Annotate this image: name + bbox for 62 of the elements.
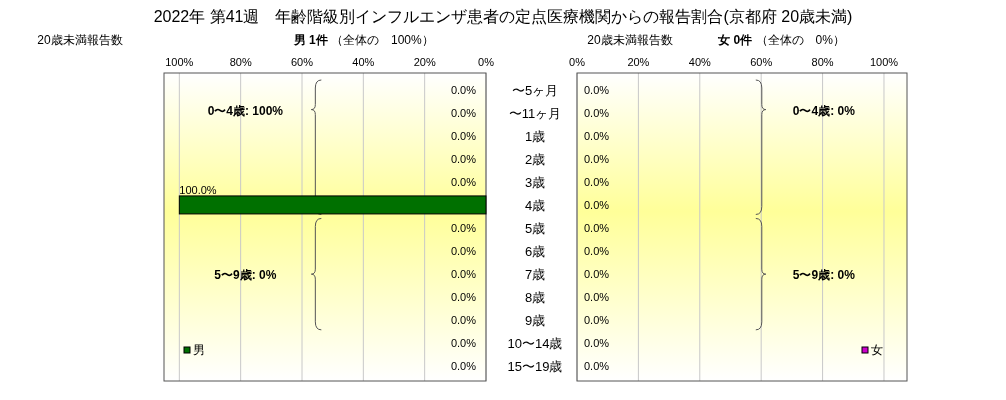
chart-subtitle: 男 1件 （全体の 100%） [292,33,434,47]
y-tick-label: 4歳 [524,197,546,213]
x-tick-label: 40% [352,56,375,68]
y-tick-label: 〜5ヶ月 [511,82,559,98]
data-label: 0.0% [584,106,610,119]
x-tick-label: 60% [290,56,314,68]
data-label: 0.0% [450,152,477,165]
data-label: 0.0% [584,129,610,142]
x-tick-label: 60% [750,56,773,68]
data-label: 0.0% [450,175,477,188]
x-tick-label: 100% [869,56,899,68]
x-tick-label: 80% [811,56,834,68]
data-label: 0.0% [450,106,477,119]
data-label: 0.0% [450,129,477,142]
y-tick-label: 〜11ヶ月 [508,105,562,121]
data-label: 0.0% [584,152,610,165]
y-tick-label: 1歳 [524,128,546,144]
data-label: 0.0% [450,337,477,350]
data-label: 0.0% [584,268,610,281]
legend-label: 男 [193,343,205,357]
data-label: 0.0% [584,245,610,258]
data-label: 0.0% [584,314,610,327]
y-tick-label: 15〜19歳 [507,359,563,375]
y-tick-label: 9歳 [524,313,546,329]
data-label: 0.0% [584,222,610,234]
x-tick-label: 80% [229,56,252,68]
y-tick-label: 6歳 [524,244,546,260]
y-tick-label: 2歳 [524,151,546,167]
data-label: 0.0% [450,222,477,234]
legend-label: 女 [871,343,883,357]
data-label: 0.0% [450,314,477,327]
x-tick-label: 100% [165,56,194,68]
chart-subtitle: 女 0件 （全体の 0%） [717,33,845,47]
data-label: 0.0% [584,198,610,211]
x-axis-title: 20歳未満報告数 [587,33,673,47]
y-tick-label: 7歳 [524,267,546,283]
x-axis-title: 20歳未満報告数 [37,33,123,47]
y-tick-label: 5歳 [524,221,546,236]
annotation: 0〜4歳: 100% [207,103,284,118]
data-label: 0.0% [450,360,477,373]
annotation: 5〜9歳: 0% [214,268,277,283]
y-tick-label: 8歳 [524,290,546,306]
annotation: 0〜4歳: 0% [792,103,856,118]
data-label: 0.0% [584,360,610,373]
data-label: 0.0% [450,83,477,96]
y-tick-label: 10〜14歳 [507,336,563,352]
data-label: 0.0% [450,245,477,258]
data-label: 0.0% [584,83,610,96]
x-tick-label: 0% [569,56,586,68]
data-label: 0.0% [450,291,477,304]
data-label: 0.0% [584,291,610,304]
data-label: 100.0% [179,183,217,196]
chart-title: 2022年 第41週 年齢階級別インフルエンザ患者の定点医療機関からの報告割合(京都府 20歳未満) [153,8,853,25]
data-label: 0.0% [584,175,610,188]
annotation: 5〜9歳: 0% [792,268,856,283]
data-label: 0.0% [584,337,610,350]
x-tick-label: 0% [478,56,495,68]
x-tick-label: 40% [688,56,712,68]
x-tick-label: 20% [627,56,650,68]
data-label: 0.0% [450,268,477,281]
x-tick-label: 20% [413,56,436,68]
y-tick-label: 3歳 [524,174,546,190]
